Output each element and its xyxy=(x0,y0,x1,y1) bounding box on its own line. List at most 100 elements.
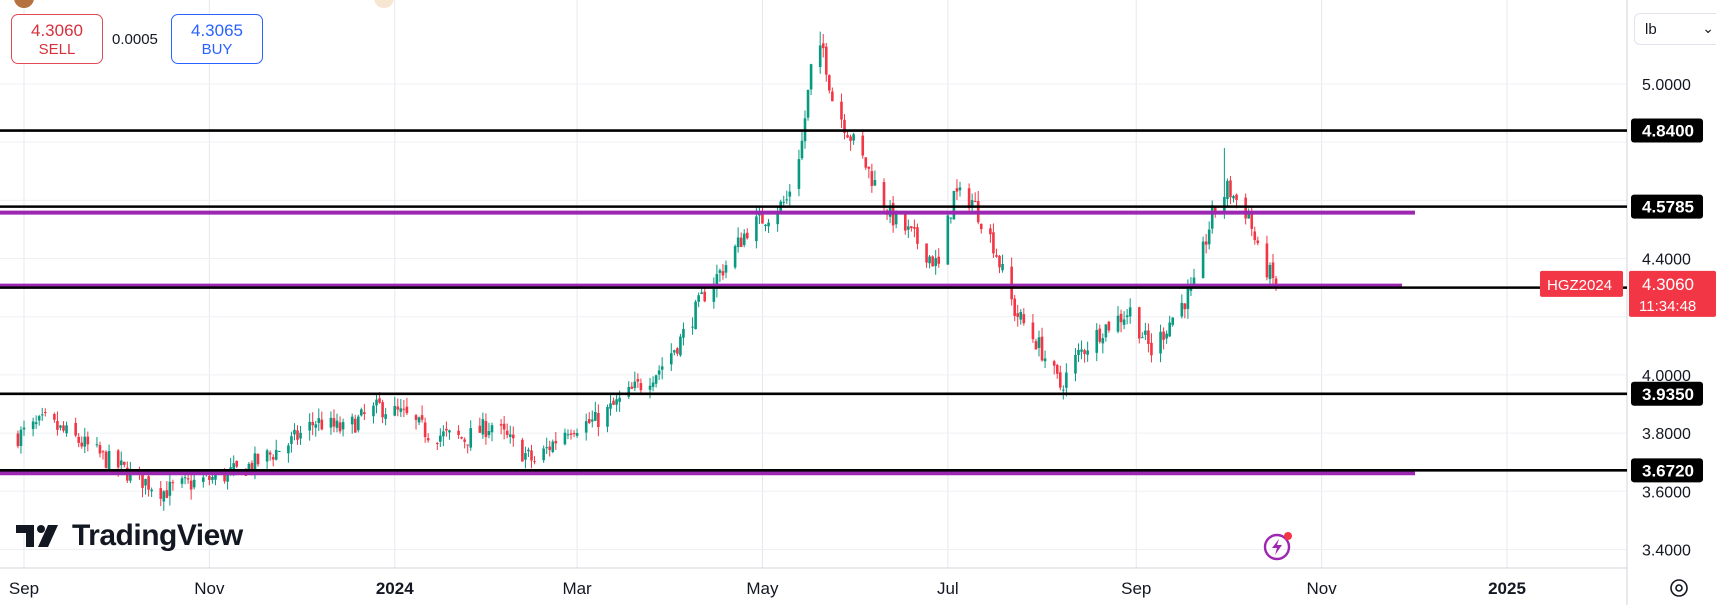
candle-body xyxy=(1150,342,1153,356)
candle-body xyxy=(402,408,406,410)
candle-body xyxy=(396,406,400,410)
candle-body xyxy=(265,450,269,462)
candle-body xyxy=(590,419,594,422)
candle-body xyxy=(1186,289,1190,309)
candle-body xyxy=(1271,262,1275,279)
candle-body xyxy=(673,350,676,353)
candle-body xyxy=(828,75,831,91)
price-axis[interactable]: 5.0000 4.4000 4.0000 3.8000 3.6000 3.4000 4.84… xyxy=(1540,77,1716,559)
candle-body xyxy=(1213,206,1217,213)
candle-body xyxy=(864,157,868,168)
candle-body xyxy=(320,419,324,430)
price-level-tag xyxy=(1631,194,1703,219)
candle-body xyxy=(569,433,573,435)
candle-body xyxy=(782,201,786,203)
candle-body xyxy=(201,477,205,482)
candle-body xyxy=(715,274,719,288)
candle-body xyxy=(162,491,166,502)
candle-body xyxy=(554,440,558,444)
candle-body xyxy=(761,212,764,224)
candle-body xyxy=(545,447,548,449)
candle-body xyxy=(903,213,907,231)
candle-body xyxy=(1265,243,1269,278)
candle-body xyxy=(95,444,99,446)
candle-body xyxy=(16,433,20,447)
candle-body xyxy=(1274,278,1278,286)
price-levels xyxy=(0,129,1627,476)
buy-button[interactable]: 4.3065 BUY xyxy=(171,14,263,64)
sell-button[interactable]: 4.3060 SELL xyxy=(11,14,103,64)
candle-body xyxy=(511,434,515,439)
candle-body xyxy=(612,400,615,405)
candle-body xyxy=(1247,214,1250,219)
candle-body xyxy=(308,421,311,431)
candle-body xyxy=(1256,240,1260,244)
candle-body xyxy=(363,412,366,415)
candle-body xyxy=(417,417,421,423)
candle-body xyxy=(442,431,445,437)
candle-body xyxy=(80,442,84,447)
buy-label: BUY xyxy=(201,41,233,58)
candle-body xyxy=(1101,338,1105,344)
candle-body xyxy=(733,246,737,268)
candle-body xyxy=(867,166,871,169)
candle-body xyxy=(1147,330,1150,344)
candle-body xyxy=(548,446,552,451)
candle-body xyxy=(630,386,634,389)
price-level-label: 4.8400 xyxy=(1642,122,1694,141)
candle-body xyxy=(952,190,956,220)
candle-body xyxy=(405,406,409,414)
candle-body xyxy=(788,191,792,197)
unit-select[interactable]: lb ⌄ xyxy=(1634,13,1716,45)
candle-body xyxy=(150,489,153,492)
candle-body xyxy=(83,436,87,447)
candle-body xyxy=(700,292,703,295)
candle-body xyxy=(882,182,886,208)
candle-body xyxy=(916,227,919,244)
candle-body xyxy=(1065,372,1068,388)
candle-body xyxy=(1137,307,1141,339)
candle-body xyxy=(1250,211,1254,229)
price-tick-label: 3.8000 xyxy=(1642,426,1691,443)
gear-icon[interactable] xyxy=(1668,577,1690,599)
candle-body xyxy=(1159,331,1162,354)
candle-body xyxy=(1037,337,1041,348)
candle-body xyxy=(1034,341,1038,350)
candle-body xyxy=(274,449,278,460)
candle-body xyxy=(253,453,257,472)
candle-body xyxy=(551,441,555,453)
candle-body xyxy=(530,450,533,461)
candle-body xyxy=(168,481,172,496)
candle-body xyxy=(1104,324,1108,338)
candle-body xyxy=(606,406,609,427)
candle-body xyxy=(861,135,865,156)
candle-body xyxy=(584,421,588,433)
candle-body xyxy=(499,424,503,426)
candle-body xyxy=(235,460,239,467)
candle-body xyxy=(563,432,567,445)
time-tick-label: Sep xyxy=(9,579,39,598)
candle-body xyxy=(186,478,190,480)
candle-body xyxy=(1180,302,1184,317)
candle-body xyxy=(594,411,597,421)
candle-body xyxy=(469,428,473,448)
candle-body xyxy=(445,428,448,431)
candle-body xyxy=(1080,349,1083,352)
time-axis[interactable]: Sep Nov 2024 Mar May Jul Sep Nov 2025 xyxy=(9,579,1526,598)
candle-body xyxy=(271,457,275,460)
lightning-bolt-icon[interactable] xyxy=(1262,529,1296,563)
candle-body xyxy=(229,467,232,469)
tradingview-logo[interactable]: TradingView xyxy=(16,518,243,554)
candle-body xyxy=(955,188,959,192)
candle-body xyxy=(171,482,175,484)
candle-body xyxy=(144,478,147,486)
candle-body xyxy=(350,416,354,425)
candle-body xyxy=(724,265,728,273)
candle-body xyxy=(776,212,779,225)
candle-body xyxy=(682,328,685,338)
time-tick-label: 2025 xyxy=(1488,579,1526,598)
candle-body xyxy=(800,140,804,159)
candle-body xyxy=(1253,231,1257,241)
candle-body xyxy=(967,188,971,209)
